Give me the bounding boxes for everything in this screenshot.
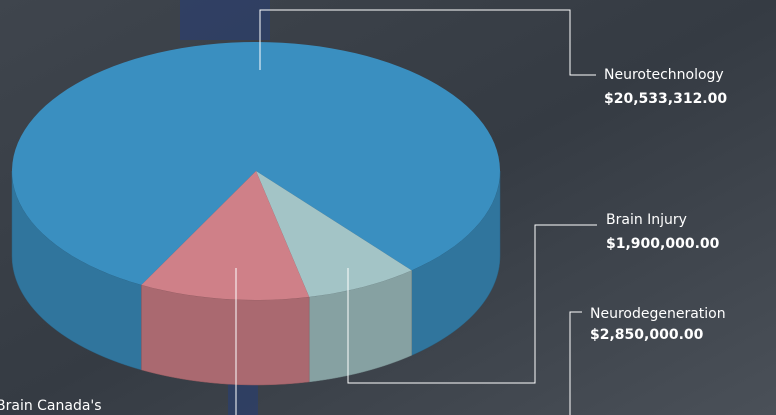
value-label: $2,850,000.00 bbox=[590, 327, 704, 343]
tie bbox=[180, 0, 270, 40]
pie bbox=[12, 42, 500, 385]
legend-label: Brain Injury bbox=[606, 212, 687, 228]
note: Brain Canada's bbox=[0, 398, 102, 414]
chart: Neurotechnology $20,533,312.00 Brain Inj… bbox=[0, 0, 776, 415]
value-label: $20,533,312.00 bbox=[604, 91, 727, 107]
pie-side bbox=[141, 285, 309, 385]
legend-label: Neurotechnology bbox=[604, 67, 724, 83]
value-label: $1,900,000.00 bbox=[606, 236, 720, 252]
legend-label: Neurodegeneration bbox=[590, 306, 726, 322]
